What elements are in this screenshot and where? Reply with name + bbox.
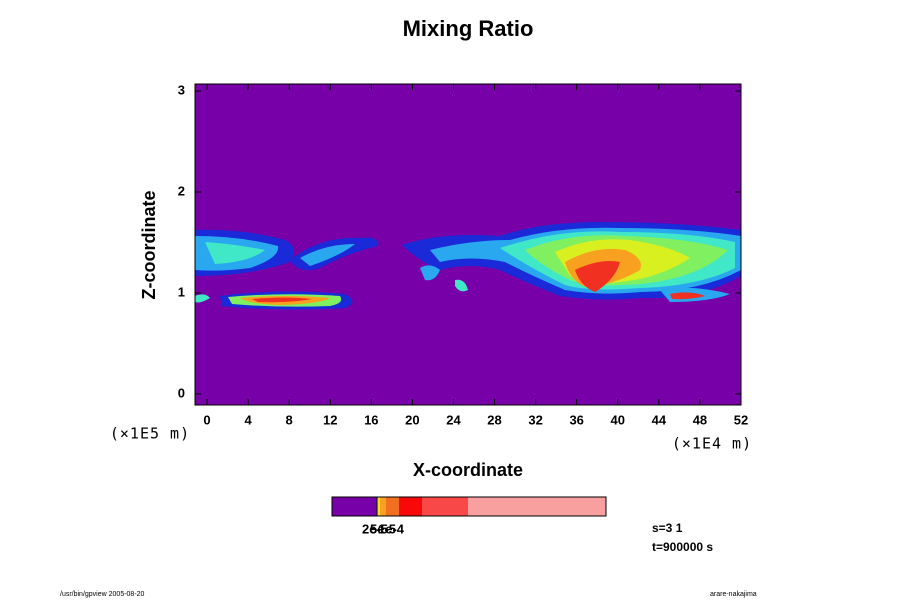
x-unit: (×1E4 m): [672, 435, 752, 453]
y-unit: (×1E5 m): [110, 425, 190, 443]
plot-frame: [194, 83, 742, 406]
colorbar: [331, 496, 607, 517]
annotation: t=900000 s: [652, 540, 713, 554]
x-tick-label: 0: [203, 412, 210, 427]
x-tick-label: 36: [569, 412, 583, 427]
x-tick-label: 44: [652, 412, 667, 427]
chart-title: Mixing Ratio: [403, 16, 534, 41]
x-tick-label: 48: [693, 412, 707, 427]
y-axis-label: Z-coordinate: [139, 190, 159, 299]
y-tick-label: 0: [178, 385, 185, 400]
colorbar-label: 5e-5: [370, 521, 396, 536]
y-tick-label: 1: [178, 284, 185, 299]
x-tick-label: 20: [405, 412, 419, 427]
x-tick-label: 16: [364, 412, 378, 427]
footer-right: arare-nakajima: [710, 591, 757, 598]
x-tick-label: 28: [487, 412, 501, 427]
x-tick-label: 4: [244, 412, 252, 427]
colorbar-label: 2e-5: [362, 521, 388, 536]
x-tick-label: 8: [286, 412, 293, 427]
x-tick-label: 32: [528, 412, 542, 427]
colorbar-label: 1e-4: [378, 521, 405, 536]
y-tick-label: 2: [178, 183, 185, 198]
x-tick-label: 12: [323, 412, 337, 427]
footer-left: /usr/bin/gpview 2005-08-20: [60, 591, 145, 598]
x-tick-label: 40: [611, 412, 625, 427]
x-axis-label: X-coordinate: [413, 460, 523, 480]
annotation: s=3 1: [652, 521, 683, 535]
y-tick-label: 3: [178, 83, 185, 98]
x-tick-label: 24: [446, 412, 461, 427]
contour-field: [195, 222, 741, 310]
x-tick-label: 52: [734, 412, 748, 427]
